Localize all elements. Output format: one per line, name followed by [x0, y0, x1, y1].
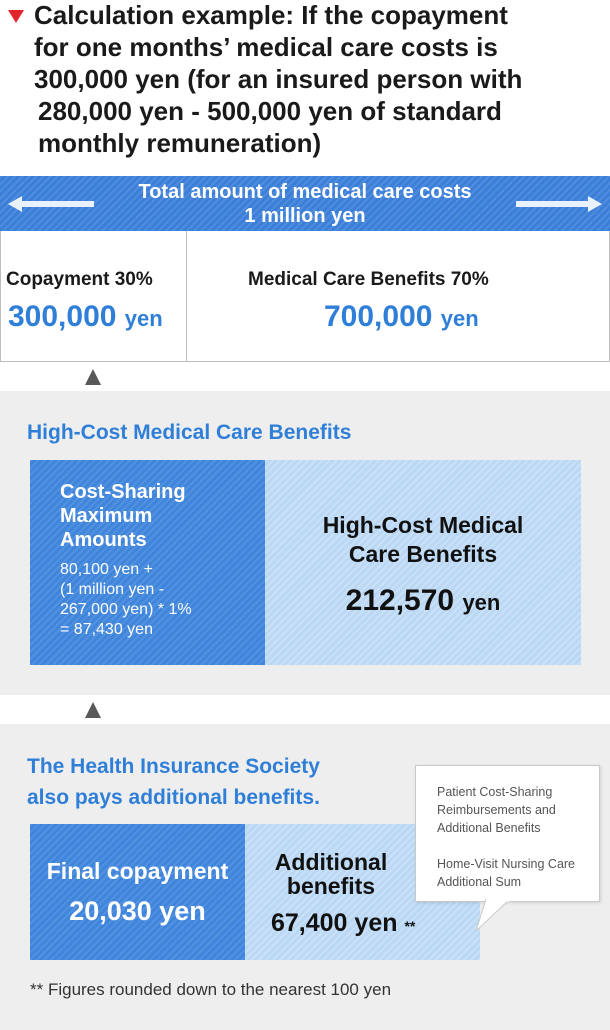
additional-benefits-label-line-1: Additional	[274, 849, 388, 875]
final-copayment-box: Final copayment 20,030 yen	[30, 824, 245, 960]
callout-line: Patient Cost-Sharing	[437, 785, 553, 799]
high-cost-benefits-unit: yen	[462, 590, 501, 615]
formula-line: 267,000 yen) * 1%	[60, 601, 192, 618]
formula-line: 80,100 yen +	[60, 561, 153, 578]
copayment-unit: yen	[124, 306, 163, 331]
cost-sharing-heading-line: Maximum	[60, 505, 153, 527]
title-line-1: Calculation example: If the copayment	[34, 0, 508, 30]
medical-benefits-label: Medical Care Benefits 70%	[248, 269, 489, 290]
cost-split-box: Copayment 30% 300,000 yen Medical Care B…	[0, 231, 610, 362]
title-line-5: monthly remuneration)	[38, 128, 322, 158]
medical-benefits-unit: yen	[440, 306, 479, 331]
cost-sharing-box: Cost-Sharing Maximum Amounts 80,100 yen …	[30, 460, 265, 665]
formula-line: (1 million yen -	[60, 581, 165, 598]
high-cost-title: High-Cost Medical Care Benefits	[27, 421, 352, 444]
high-cost-benefits-box: High-Cost Medical Care Benefits 212,570 …	[265, 460, 581, 665]
up-arrow-icon	[85, 702, 101, 718]
final-copayment-amount: 20,030 yen	[69, 896, 206, 926]
callout-line: Home-Visit Nursing Care	[437, 857, 576, 871]
total-costs-label: Total amount of medical care costs	[138, 181, 472, 203]
medical-benefits-amount: 700,000 yen	[324, 300, 479, 334]
cost-sharing-formula: 80,100 yen + (1 million yen - 267,000 ye…	[60, 560, 192, 640]
medical-benefits-value: 700,000	[324, 300, 433, 333]
split-divider	[186, 231, 187, 361]
additional-benefits-callout: Patient Cost-Sharing Reimbursements and …	[415, 765, 600, 902]
title-line-2: for one months’ medical care costs is	[34, 32, 498, 62]
arrow-left-icon	[8, 196, 94, 212]
formula-line: = 87,430 yen	[60, 621, 153, 638]
high-cost-benefits-value: 212,570	[345, 584, 455, 617]
cost-sharing-heading: Cost-Sharing Maximum Amounts	[60, 480, 186, 552]
total-costs-bar: Total amount of medical care costs 1 mil…	[0, 176, 610, 231]
callout-line: Additional Sum	[437, 875, 522, 889]
arrow-right-icon	[516, 196, 602, 212]
cost-sharing-heading-line: Amounts	[60, 529, 147, 551]
cost-sharing-heading-line: Cost-Sharing	[60, 481, 186, 503]
total-costs-amount: 1 million yen	[244, 205, 366, 227]
high-cost-benefits-amount: 212,570 yen	[265, 584, 581, 618]
additional-title-line-2: also pays additional benefits.	[27, 786, 320, 809]
title-line-4: 280,000 yen - 500,000 yen of standard	[38, 96, 502, 126]
copayment-value: 300,000	[8, 300, 117, 333]
high-cost-benefits-label-line-1: High-Cost Medical	[322, 512, 524, 538]
additional-title-line-1: The Health Insurance Society	[27, 755, 320, 778]
final-copayment-label: Final copayment	[46, 858, 229, 884]
additional-benefits-label-line-2: benefits	[286, 873, 376, 899]
additional-benefits-value: 67,400 yen	[271, 909, 398, 937]
additional-benefits-amount: 67,400 yen **	[271, 909, 415, 938]
high-cost-benefits-label-line-2: Care Benefits	[348, 541, 498, 567]
title-line-3: 300,000 yen (for an insured person with	[34, 64, 523, 94]
rounding-note: ** Figures rounded down to the nearest 1…	[30, 980, 392, 999]
high-cost-panel: High-Cost Medical Care Benefits Cost-Sha…	[0, 391, 610, 695]
callout-line: Additional Benefits	[437, 821, 541, 835]
copayment-amount: 300,000 yen	[8, 300, 163, 334]
copayment-label: Copayment 30%	[6, 269, 153, 290]
up-arrow-icon	[85, 369, 101, 385]
rounding-footnote-mark: **	[404, 918, 416, 934]
callout-line: Reimbursements and	[437, 803, 556, 817]
callout-pointer-icon	[476, 899, 511, 932]
red-triangle-marker-icon	[8, 10, 24, 23]
